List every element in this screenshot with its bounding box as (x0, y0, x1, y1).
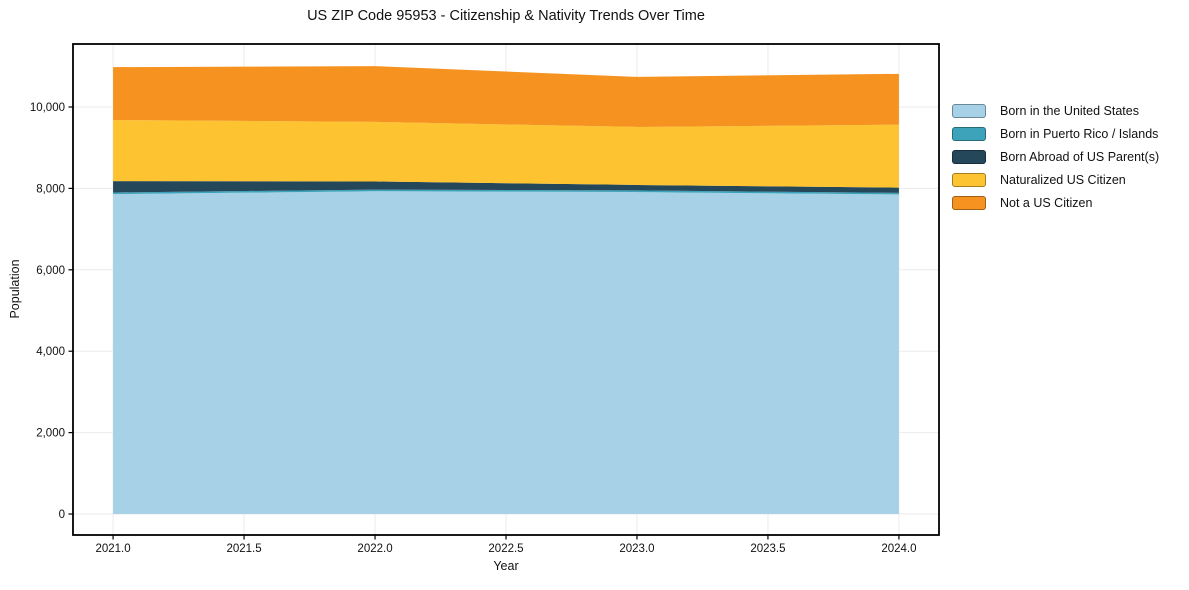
area-born-in-the-united-states (113, 191, 899, 514)
y-tick-label: 2,000 (36, 428, 65, 440)
x-tick-label: 2022.0 (357, 543, 392, 555)
legend-label: Born in the United States (1000, 103, 1139, 118)
y-tick-label: 8,000 (36, 183, 65, 195)
x-tick-label: 2024.0 (881, 543, 916, 555)
y-tick-label: 4,000 (36, 346, 65, 358)
chart-title: US ZIP Code 95953 - Citizenship & Nativi… (307, 8, 705, 24)
area-born-abroad-of-us-parent-s- (113, 181, 899, 193)
legend-swatch-born-in-us (952, 104, 986, 118)
legend-item: Not a US Citizen (952, 196, 1159, 210)
x-tick-label: 2021.0 (95, 543, 130, 555)
legend-label: Born Abroad of US Parent(s) (1000, 149, 1160, 164)
legend-swatch-born-puerto-rico (952, 127, 986, 141)
legend-item: Born Abroad of US Parent(s) (952, 150, 1159, 164)
legend-label: Not a US Citizen (1000, 195, 1093, 210)
y-tick-label: 0 (59, 509, 65, 521)
x-tick-label: 2021.5 (226, 543, 261, 555)
area-not-a-us-citizen (113, 66, 899, 127)
legend: Born in the United States Born in Puerto… (952, 104, 1159, 219)
legend-swatch-naturalized (952, 173, 986, 187)
legend-swatch-born-abroad (952, 150, 986, 164)
area-naturalized-us-citizen (113, 120, 899, 188)
legend-item: Naturalized US Citizen (952, 173, 1159, 187)
x-tick-label: 2023.0 (619, 543, 654, 555)
y-tick-label: 10,000 (30, 102, 65, 114)
y-tick-label: 6,000 (36, 265, 65, 277)
x-axis-label: Year (493, 559, 519, 573)
x-tick-label: 2022.5 (488, 543, 523, 555)
x-tick-label: 2023.5 (750, 543, 785, 555)
legend-swatch-not-citizen (952, 196, 986, 210)
area-born-in-puerto-rico-islands (113, 189, 899, 195)
legend-item: Born in Puerto Rico / Islands (952, 127, 1159, 141)
legend-label: Naturalized US Citizen (1000, 172, 1126, 187)
legend-label: Born in Puerto Rico / Islands (1000, 126, 1159, 141)
legend-item: Born in the United States (952, 104, 1159, 118)
